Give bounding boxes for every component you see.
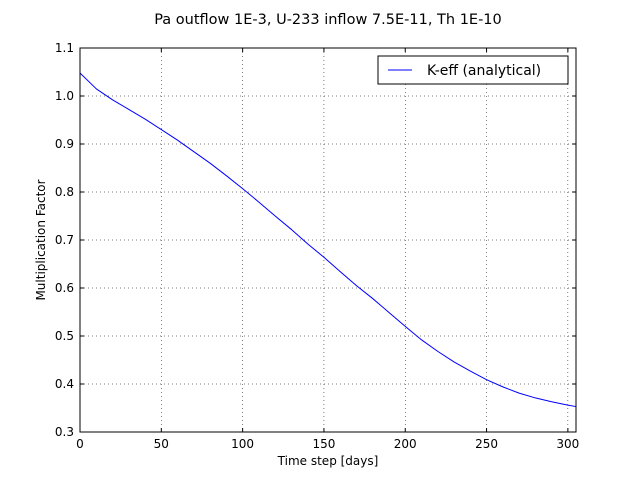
y-tick-label: 0.9 <box>55 137 74 151</box>
y-tick-label: 0.8 <box>55 185 74 199</box>
series-layer <box>79 72 577 408</box>
x-tick-label: 200 <box>394 437 417 451</box>
series-line-k-eff <box>79 72 577 408</box>
x-tick-label: 50 <box>154 437 169 451</box>
y-tick-label: 0.6 <box>55 281 74 295</box>
chart-title: Pa outflow 1E-3, U-233 inflow 7.5E-11, T… <box>154 12 502 28</box>
axis-ticks: 0 50 100 150 200 250 300 0.3 0.4 0.5 0.6 0.7 0.8 0.9 1… <box>55 41 579 451</box>
y-tick-label: 0.5 <box>55 329 74 343</box>
y-tick-label: 0.3 <box>55 425 74 439</box>
y-axis-label: Multiplication Factor <box>34 179 48 300</box>
legend-label: K-eff (analytical) <box>427 63 541 79</box>
x-axis-label: Time step [days] <box>277 454 379 468</box>
y-tick-label: 0.7 <box>55 233 74 247</box>
x-tick-label: 250 <box>475 437 498 451</box>
grid-lines <box>80 48 576 432</box>
legend: K-eff (analytical) <box>377 55 569 85</box>
y-tick-label: 1.0 <box>55 89 74 103</box>
x-tick-label: 0 <box>76 437 84 451</box>
x-tick-label: 300 <box>556 437 579 451</box>
x-tick-label: 100 <box>231 437 254 451</box>
y-tick-label: 0.4 <box>55 377 74 391</box>
y-tick-label: 1.1 <box>55 41 74 55</box>
x-tick-label: 150 <box>312 437 335 451</box>
